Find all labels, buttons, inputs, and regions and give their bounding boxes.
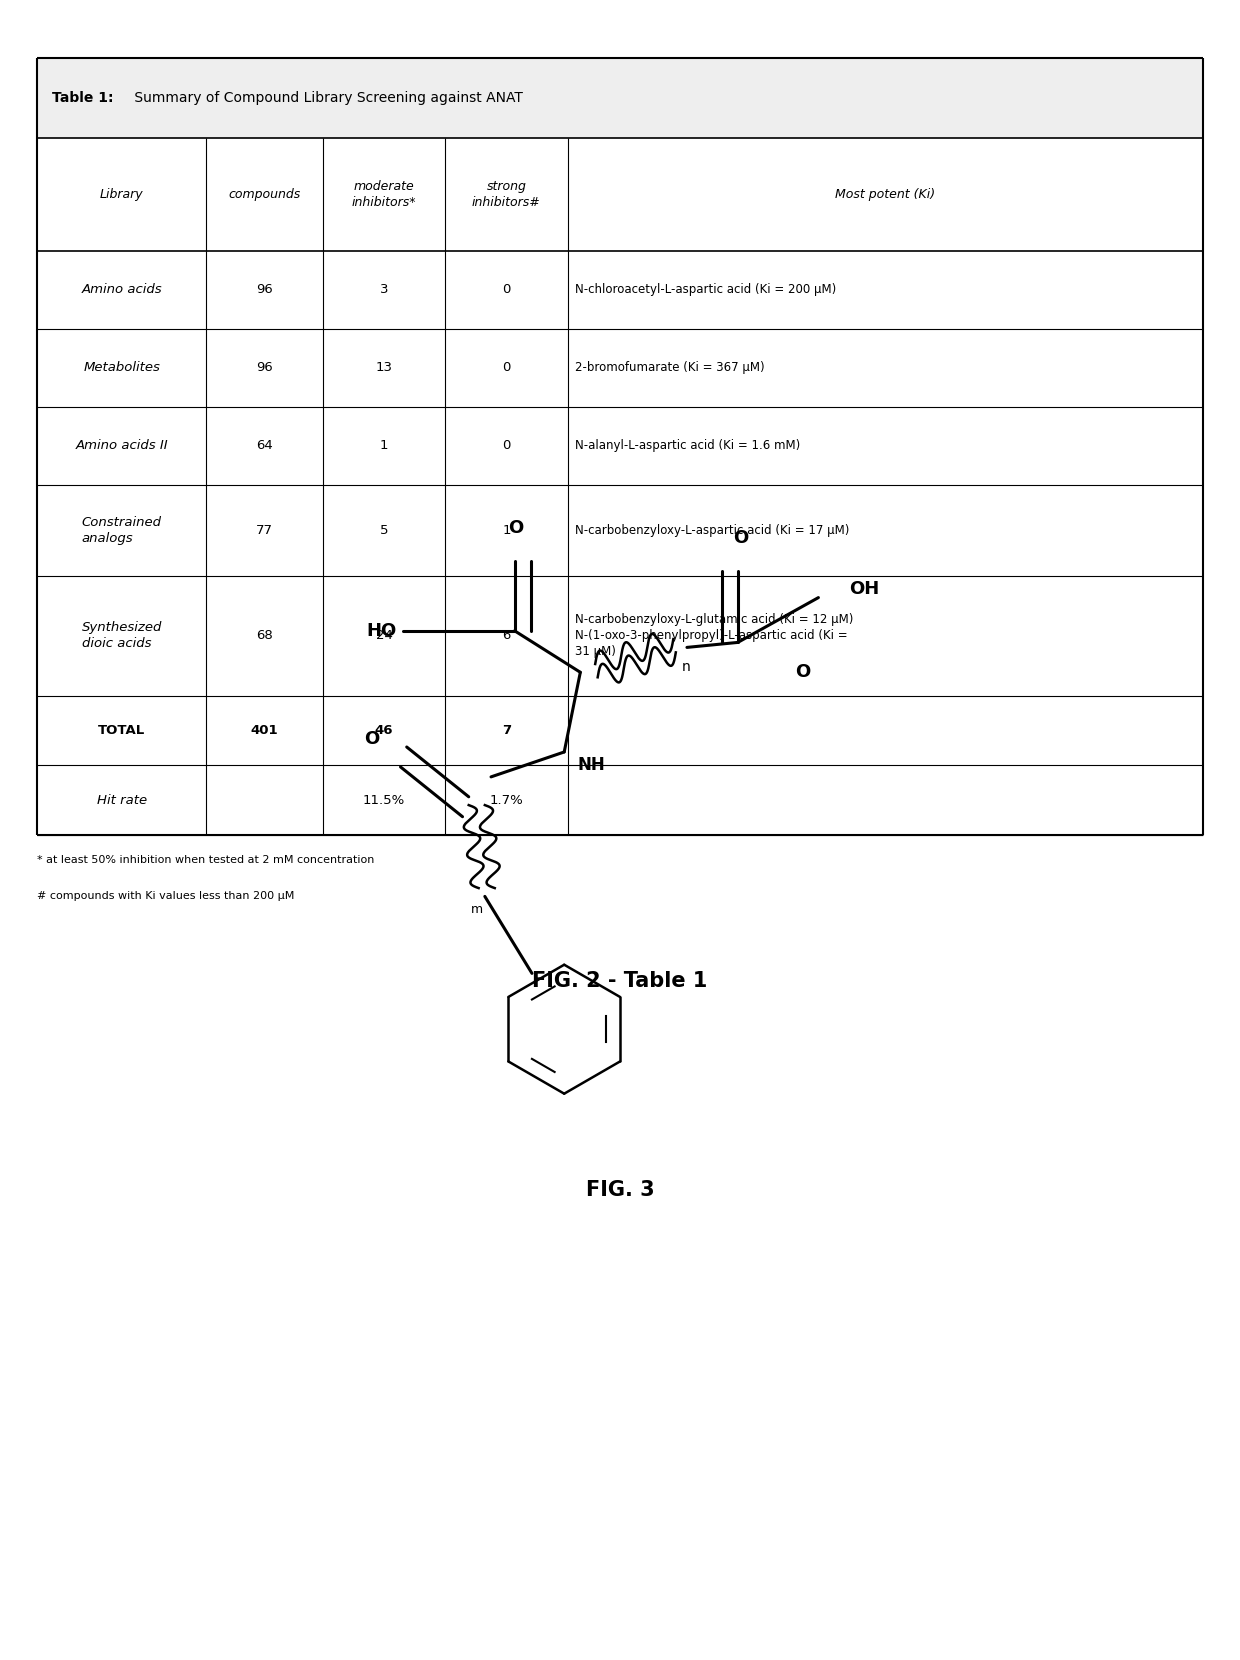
Text: Summary of Compound Library Screening against ANAT: Summary of Compound Library Screening ag… — [130, 91, 523, 105]
Text: N-carbobenzyloxy-L-glutamic acid (Ki = 12 μM)
N-(1-oxo-3-phenylpropyl)-L-asparti: N-carbobenzyloxy-L-glutamic acid (Ki = 1… — [575, 613, 853, 659]
Text: 5: 5 — [379, 525, 388, 536]
Text: 13: 13 — [376, 362, 393, 374]
Text: Amino acids II: Amino acids II — [76, 440, 167, 452]
Text: NH: NH — [578, 757, 605, 774]
Text: 1: 1 — [379, 440, 388, 452]
Text: * at least 50% inhibition when tested at 2 mM concentration: * at least 50% inhibition when tested at… — [37, 855, 374, 865]
Text: N-chloroacetyl-L-aspartic acid (Ki = 200 μM): N-chloroacetyl-L-aspartic acid (Ki = 200… — [575, 284, 836, 295]
Text: FIG. 3: FIG. 3 — [585, 1180, 655, 1200]
Text: 24: 24 — [376, 629, 392, 642]
Text: 401: 401 — [250, 724, 278, 737]
Text: 1.7%: 1.7% — [490, 793, 523, 807]
Text: TOTAL: TOTAL — [98, 724, 145, 737]
Text: N-alanyl-L-aspartic acid (Ki = 1.6 mM): N-alanyl-L-aspartic acid (Ki = 1.6 mM) — [575, 440, 800, 452]
Text: N-carbobenzyloxy-L-aspartic acid (Ki = 17 μM): N-carbobenzyloxy-L-aspartic acid (Ki = 1… — [575, 525, 849, 536]
Text: 0: 0 — [502, 284, 511, 295]
Text: Table 1:: Table 1: — [52, 91, 114, 105]
Text: 68: 68 — [257, 629, 273, 642]
Text: 0: 0 — [502, 440, 511, 452]
Text: compounds: compounds — [228, 188, 300, 201]
Text: OH: OH — [849, 581, 879, 598]
Text: 0: 0 — [502, 362, 511, 374]
Text: 96: 96 — [257, 284, 273, 295]
Text: 77: 77 — [255, 525, 273, 536]
Text: 7: 7 — [502, 724, 511, 737]
Text: Library: Library — [100, 188, 144, 201]
Text: 2-bromofumarate (Ki = 367 μM): 2-bromofumarate (Ki = 367 μM) — [575, 362, 765, 374]
Text: m: m — [471, 903, 484, 916]
Text: HO: HO — [367, 622, 397, 639]
Text: 3: 3 — [379, 284, 388, 295]
Text: FIG. 2 - Table 1: FIG. 2 - Table 1 — [532, 971, 708, 991]
Text: 11.5%: 11.5% — [363, 793, 405, 807]
Text: 64: 64 — [257, 440, 273, 452]
Text: Amino acids: Amino acids — [82, 284, 162, 295]
Text: O: O — [733, 530, 748, 546]
Text: strong
inhibitors#: strong inhibitors# — [472, 179, 541, 209]
Bar — [37, 58, 1203, 138]
Text: 6: 6 — [502, 629, 511, 642]
Text: n: n — [681, 661, 691, 674]
Text: Most potent (Ki): Most potent (Ki) — [835, 188, 935, 201]
Text: Synthesized
dioic acids: Synthesized dioic acids — [82, 621, 162, 651]
Text: O: O — [365, 730, 379, 747]
Text: O: O — [795, 664, 810, 681]
Text: Hit rate: Hit rate — [97, 793, 146, 807]
Text: # compounds with Ki values less than 200 μM: # compounds with Ki values less than 200… — [37, 891, 295, 901]
Text: 46: 46 — [374, 724, 393, 737]
Text: Metabolites: Metabolites — [83, 362, 160, 374]
Text: 1: 1 — [502, 525, 511, 536]
Text: Constrained
analogs: Constrained analogs — [82, 516, 161, 544]
Text: moderate
inhibitors*: moderate inhibitors* — [352, 179, 417, 209]
Text: O: O — [508, 520, 523, 536]
Text: 96: 96 — [257, 362, 273, 374]
